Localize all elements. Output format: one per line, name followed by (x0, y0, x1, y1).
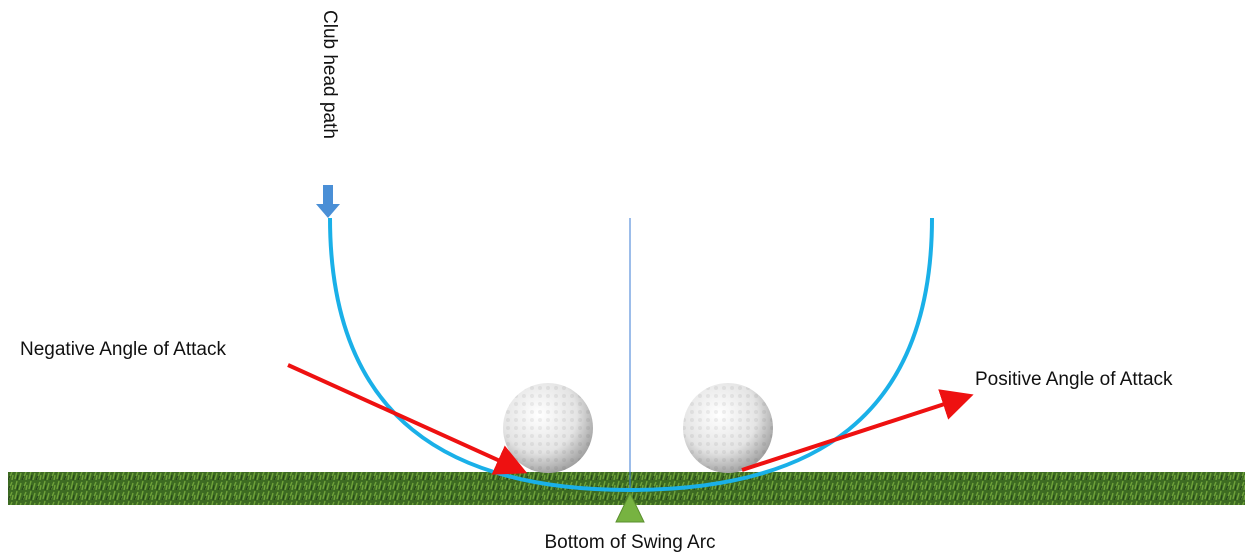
golf-ball (683, 383, 773, 473)
club-path-label: Club head path (319, 10, 340, 139)
bottom-marker (615, 491, 645, 523)
positive-label: Positive Angle of Attack (975, 369, 1173, 390)
bottom-label: Bottom of Swing Arc (544, 532, 715, 553)
negative-label: Negative Angle of Attack (20, 339, 226, 360)
negative-arrow (287, 363, 528, 475)
path-arrow (316, 185, 340, 218)
positive-arrow (741, 389, 974, 472)
golf-ball (503, 383, 593, 473)
swing-arc (328, 217, 934, 493)
